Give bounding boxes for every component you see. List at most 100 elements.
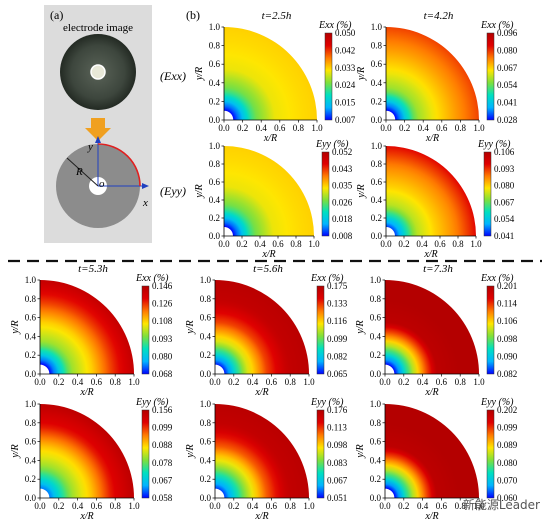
y-tick-label: 0.0 — [25, 369, 37, 379]
x-tick-label: 0.4 — [417, 501, 429, 511]
y-tick-label: 0.6 — [200, 437, 212, 447]
colorbar-tick-label: 0.099 — [497, 423, 518, 433]
x-tick-label: 0.8 — [293, 123, 305, 133]
colorbar-title: Exx (%) — [480, 273, 514, 284]
y-axis-label: y/R — [356, 184, 367, 198]
x-tick-label: 0.8 — [110, 377, 122, 387]
colorbar-tick-label: 0.018 — [332, 214, 353, 224]
x-tick-label: 0.6 — [266, 377, 278, 387]
y-tick-label: 0.8 — [25, 418, 37, 428]
colorbar — [324, 32, 333, 121]
x-axis-label: x/R — [424, 511, 438, 519]
y-tick-label: 0.2 — [25, 474, 36, 484]
y-tick-label: 1.0 — [200, 399, 212, 409]
y-tick-label: 0.6 — [371, 177, 383, 187]
x-tick-label: 0.0 — [218, 239, 230, 249]
x-axis-label: x/R — [79, 387, 93, 398]
colorbar-title: Exx (%) — [318, 20, 352, 31]
colorbar-tick-label: 0.083 — [327, 458, 348, 468]
y-tick-label: 0.0 — [200, 493, 212, 503]
strain-field — [40, 280, 134, 374]
x-tick-label: 0.2 — [236, 239, 247, 249]
y-tick-label: 0.8 — [200, 418, 212, 428]
colorbar-tick-label: 0.096 — [497, 28, 518, 38]
colorbar-tick-label: 0.050 — [335, 28, 356, 38]
colorbar-tick-label: 0.080 — [497, 45, 518, 55]
colorbar-tick-label: 0.088 — [152, 440, 173, 450]
y-tick-label: 1.0 — [370, 399, 382, 409]
x-tick-label: 0.4 — [254, 239, 266, 249]
x-tick-label: 1.0 — [473, 123, 485, 133]
y-tick-label: 0.0 — [209, 115, 221, 125]
colorbar-tick-label: 0.108 — [152, 316, 173, 326]
schematic-x-label: x — [142, 197, 148, 209]
colorbar-tick-label: 0.008 — [332, 231, 353, 241]
y-tick-label: 0.6 — [25, 437, 37, 447]
photo-caption: electrode image — [63, 22, 133, 34]
x-tick-label: 0.2 — [399, 123, 410, 133]
y-tick-label: 0.8 — [370, 418, 382, 428]
x-tick-label: 1.0 — [308, 239, 320, 249]
colorbar-tick-label: 0.026 — [332, 197, 353, 207]
x-tick-label: 0.8 — [455, 501, 467, 511]
y-tick-label: 0.2 — [209, 213, 220, 223]
strain-field — [215, 404, 309, 498]
colorbar-tick-label: 0.068 — [152, 369, 173, 379]
colorbar — [316, 409, 325, 499]
y-tick-label: 0.8 — [209, 41, 221, 51]
colorbar — [141, 285, 150, 375]
x-tick-label: 0.8 — [290, 239, 302, 249]
y-axis-label: y/R — [355, 444, 366, 458]
colorbar-tick-label: 0.106 — [494, 147, 515, 157]
colorbar-tick-label: 0.089 — [497, 440, 518, 450]
y-tick-label: 0.2 — [371, 96, 382, 106]
colorbar-tick-label: 0.099 — [152, 423, 173, 433]
x-axis-label: x/R — [254, 511, 268, 519]
schematic-radius-line — [66, 157, 99, 187]
x-tick-label: 0.4 — [418, 123, 430, 133]
x-tick-label: 0.2 — [228, 377, 239, 387]
x-tick-label: 1.0 — [473, 501, 485, 511]
y-tick-label: 0.2 — [209, 96, 220, 106]
x-axis-label: x/R — [254, 387, 268, 398]
x-tick-label: 0.4 — [72, 501, 84, 511]
y-tick-label: 1.0 — [25, 275, 37, 285]
colorbar-tick-label: 0.015 — [335, 98, 356, 108]
panel-a: (a) electrode image y x R o — [44, 5, 152, 243]
x-tick-label: 0.0 — [379, 377, 391, 387]
x-tick-label: 0.2 — [53, 501, 64, 511]
x-tick-label: 0.4 — [416, 239, 428, 249]
electrode-photo-center — [90, 64, 106, 80]
x-tick-label: 1.0 — [470, 239, 482, 249]
panel-a-label: (a) — [50, 8, 63, 22]
colorbar — [486, 409, 495, 499]
x-tick-label: 0.0 — [379, 501, 391, 511]
strain-map-6: 0.00.0 0.2 0.2 0.4 0.4 0.6 0.6 0.8 0.8 1.0 1.0 x/R y… — [185, 263, 348, 398]
x-tick-label: 1.0 — [303, 377, 315, 387]
colorbar-tick-label: 0.080 — [152, 351, 173, 361]
y-tick-label: 0.2 — [371, 213, 382, 223]
schematic-quadrant-arc — [97, 143, 141, 187]
colorbar-tick-label: 0.080 — [497, 458, 518, 468]
x-tick-label: 0.2 — [398, 377, 409, 387]
x-tick-label: 0.2 — [398, 501, 409, 511]
x-tick-label: 0.0 — [380, 123, 392, 133]
y-tick-label: 0.6 — [371, 59, 383, 69]
x-tick-label: 0.8 — [452, 239, 464, 249]
y-tick-label: 0.0 — [200, 369, 212, 379]
colorbar-tick-label: 0.033 — [335, 63, 356, 73]
y-tick-label: 0.4 — [25, 331, 37, 341]
colorbar-tick-label: 0.106 — [497, 316, 518, 326]
colorbar-tick-label: 0.028 — [497, 115, 518, 125]
colorbar-tick-label: 0.060 — [497, 493, 518, 503]
y-tick-label: 0.0 — [25, 493, 37, 503]
y-axis-label: y/R — [185, 320, 196, 334]
x-axis-label: x/R — [423, 249, 437, 260]
strain-map-1: 0.00.0 0.2 0.2 0.4 0.4 0.6 0.6 0.8 0.8 1.0 1.0 x/R y… — [194, 10, 356, 144]
x-tick-label: 0.6 — [434, 239, 446, 249]
strain-field — [386, 146, 476, 236]
colorbar-tick-label: 0.024 — [335, 80, 356, 90]
y-tick-label: 1.0 — [370, 275, 382, 285]
colorbar-tick-label: 0.175 — [327, 281, 348, 291]
